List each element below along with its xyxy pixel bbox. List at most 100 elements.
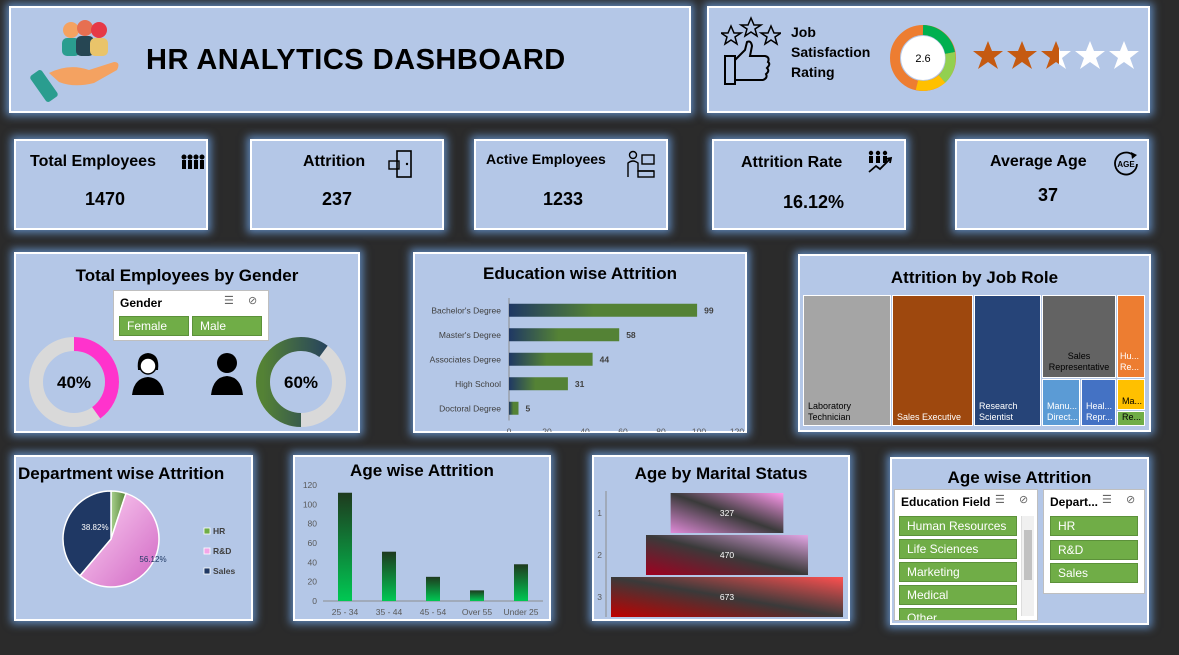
slicer-option[interactable]: Life Sciences	[899, 539, 1017, 559]
slicer-option[interactable]: R&D	[1050, 540, 1138, 560]
job-role-treemap: Laboratory Technician Sales Executive Rese…	[803, 295, 1145, 426]
job-satisfaction-panel: Job Satisfaction Rating 2.6	[707, 6, 1150, 113]
star-icon	[973, 41, 1003, 69]
data-label: 58	[626, 330, 636, 340]
pie-slice	[62, 490, 112, 577]
chart-title: Department wise Attrition	[18, 464, 225, 483]
female-pct-label: 40%	[57, 373, 91, 392]
multi-select-icon[interactable]: ☰	[1102, 494, 1112, 506]
star-icon	[1041, 41, 1071, 69]
category-label: Associates Degree	[430, 354, 502, 364]
scrollbar-thumb[interactable]	[1024, 530, 1032, 580]
marital-panel: Age by Marital Status 327 1 470 2 673 3	[592, 455, 850, 621]
slicer-header: Education Field	[901, 495, 991, 509]
bar	[382, 551, 396, 601]
data-label: 673	[720, 592, 734, 602]
thumbs-up-stars-icon	[721, 16, 781, 85]
age-column-chart: 0 20 40 60 80 100 120 25 - 34 35 - 44 45 - 54 Over…	[303, 481, 543, 617]
chart-title: Attrition by Job Role	[890, 268, 1059, 287]
gender-panel: Total Employees by Gender Gender ☰ ⊘ Fem…	[14, 252, 360, 433]
data-label: 44	[600, 354, 610, 364]
tick-label: 40	[308, 557, 318, 567]
chart-title: Age by Marital Status	[634, 464, 808, 483]
education-field-slicer: Education Field ☰ ⊘ Human Resources Life…	[894, 489, 1038, 621]
bar	[509, 303, 698, 317]
treemap-cell[interactable]: Heal... Repr...	[1081, 379, 1116, 426]
slicer-header: Depart...	[1050, 495, 1099, 509]
treemap-label: Ma...	[1122, 396, 1143, 406]
slicer-option[interactable]: Human Resources	[899, 516, 1017, 536]
slicer-option-female[interactable]: Female	[119, 316, 189, 336]
scroll-down-icon[interactable]: ⌄	[1024, 619, 1032, 620]
treemap-cell[interactable]: Manu... Direct...	[1042, 379, 1080, 426]
male-icon	[211, 353, 243, 395]
legend-swatch	[203, 527, 211, 535]
tick-label: 20	[308, 577, 318, 587]
treemap-cell[interactable]: Sales Representative	[1042, 295, 1116, 378]
tick-label: 60	[308, 538, 318, 548]
gender-slicer: Gender ☰ ⊘ Female Male	[113, 290, 269, 341]
header-panel: HR ANALYTICS DASHBOARD	[9, 6, 691, 113]
kpi-title: Attrition Rate	[741, 154, 843, 171]
age-icon: AGE	[1114, 151, 1138, 176]
slicer-option[interactable]: Medical	[899, 585, 1017, 605]
tick-label: 40	[580, 427, 590, 433]
data-label: 99	[704, 305, 714, 315]
multi-select-icon[interactable]: ☰	[224, 295, 234, 307]
bar	[509, 352, 593, 366]
desk-worker-icon	[627, 150, 655, 178]
data-label: 38.82%	[81, 523, 108, 532]
slicer-option[interactable]: Marketing	[899, 562, 1017, 582]
tick-label: 80	[308, 519, 318, 529]
clear-filter-icon[interactable]: ⊘	[1019, 494, 1029, 506]
treemap-cell[interactable]: Ma...	[1117, 379, 1145, 410]
satisfaction-gauge: 2.6	[890, 25, 956, 91]
kpi-title: Active Employees	[486, 151, 606, 167]
treemap-cell[interactable]: Research Scientist	[974, 295, 1041, 426]
category-label: 3	[597, 592, 602, 602]
category-label: 45 - 54	[420, 607, 447, 617]
clear-filter-icon[interactable]: ⊘	[248, 295, 258, 307]
treemap-label: Heal... Repr...	[1086, 401, 1113, 422]
kpi-total-employees: Total Employees 1470	[14, 139, 208, 230]
slicer-option[interactable]: HR	[1050, 516, 1138, 536]
slicer-scrollbar[interactable]: ⌄	[1021, 516, 1034, 620]
slicer-option[interactable]: Sales	[1050, 563, 1138, 583]
slicer-option-male[interactable]: Male	[192, 316, 262, 336]
tick-label: 100	[303, 499, 317, 509]
chart-title: Age wise Attrition	[947, 468, 1092, 487]
category-label: Bachelor's Degree	[431, 305, 501, 315]
data-label: 470	[720, 550, 734, 560]
legend-label: Sales	[213, 566, 235, 576]
category-label: Over 55	[462, 607, 493, 617]
age-attrition-panel: Age wise Attrition 0 20 40 60 80 100 120 25 - 3…	[293, 455, 551, 621]
treemap-cell[interactable]: Laboratory Technician	[803, 295, 891, 426]
tick-label: 0	[507, 427, 512, 433]
multi-select-icon[interactable]: ☰	[995, 494, 1005, 506]
treemap-cell[interactable]: Re...	[1117, 411, 1145, 426]
kpi-attrition: Attrition 237	[250, 139, 444, 230]
hand-people-icon	[30, 20, 119, 102]
slicer-option[interactable]: Other	[899, 608, 1017, 620]
treemap-cell[interactable]: Hu... Re...	[1117, 295, 1145, 378]
exit-door-icon	[388, 150, 412, 178]
kpi-value: 1470	[85, 189, 126, 209]
kpi-title: Attrition	[303, 153, 366, 170]
slicer-header: Gender	[120, 296, 163, 310]
department-slicer: Depart... ☰ ⊘ HR R&D Sales	[1043, 489, 1145, 594]
chart-title: Education wise Attrition	[483, 264, 677, 283]
treemap-cell[interactable]: Sales Executive	[892, 295, 973, 426]
age-filters-panel: Age wise Attrition Education Field ☰ ⊘ H…	[890, 457, 1149, 625]
funnel-bar	[611, 577, 843, 617]
tick-label: 80	[656, 427, 666, 433]
clear-filter-icon[interactable]: ⊘	[1126, 494, 1136, 506]
legend-swatch	[203, 547, 211, 555]
kpi-active-employees: Active Employees 1233	[474, 139, 668, 230]
male-donut: 60%	[256, 337, 346, 427]
bar	[509, 377, 568, 391]
data-label: 5	[526, 403, 531, 413]
chart-title: Age wise Attrition	[350, 461, 494, 480]
treemap-label: Sales Executive	[897, 412, 962, 422]
legend-swatch	[203, 567, 211, 575]
